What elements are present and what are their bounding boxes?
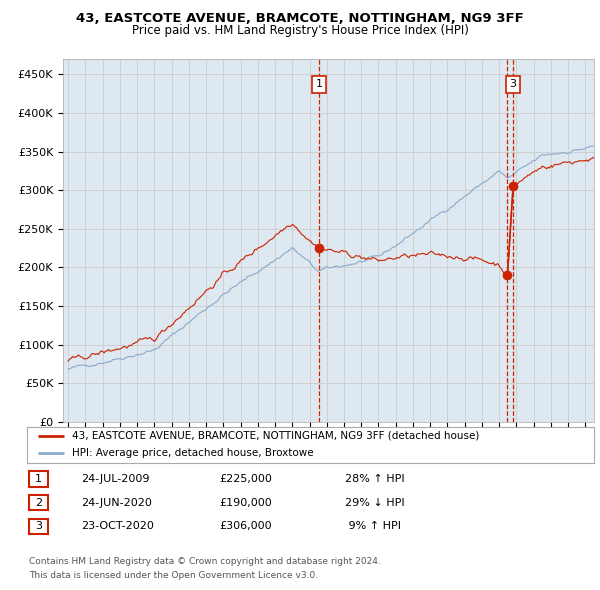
Text: This data is licensed under the Open Government Licence v3.0.: This data is licensed under the Open Gov… [29,571,318,580]
Text: 1: 1 [316,80,323,90]
Text: 43, EASTCOTE AVENUE, BRAMCOTE, NOTTINGHAM, NG9 3FF: 43, EASTCOTE AVENUE, BRAMCOTE, NOTTINGHA… [76,12,524,25]
Text: Price paid vs. HM Land Registry's House Price Index (HPI): Price paid vs. HM Land Registry's House … [131,24,469,37]
Text: 43, EASTCOTE AVENUE, BRAMCOTE, NOTTINGHAM, NG9 3FF (detached house): 43, EASTCOTE AVENUE, BRAMCOTE, NOTTINGHA… [73,431,480,441]
Text: 23-OCT-2020: 23-OCT-2020 [81,522,154,531]
Text: 29% ↓ HPI: 29% ↓ HPI [345,498,404,507]
Text: 3: 3 [35,522,42,531]
Text: Contains HM Land Registry data © Crown copyright and database right 2024.: Contains HM Land Registry data © Crown c… [29,557,380,566]
Text: £225,000: £225,000 [219,474,272,484]
Text: 24-JUL-2009: 24-JUL-2009 [81,474,149,484]
Text: 1: 1 [35,474,42,484]
Text: 3: 3 [509,80,517,90]
Text: £190,000: £190,000 [219,498,272,507]
Text: 28% ↑ HPI: 28% ↑ HPI [345,474,404,484]
Text: 2: 2 [35,498,42,507]
Text: 24-JUN-2020: 24-JUN-2020 [81,498,152,507]
Text: 9% ↑ HPI: 9% ↑ HPI [345,522,401,531]
Text: HPI: Average price, detached house, Broxtowe: HPI: Average price, detached house, Brox… [73,448,314,458]
Text: £306,000: £306,000 [219,522,272,531]
